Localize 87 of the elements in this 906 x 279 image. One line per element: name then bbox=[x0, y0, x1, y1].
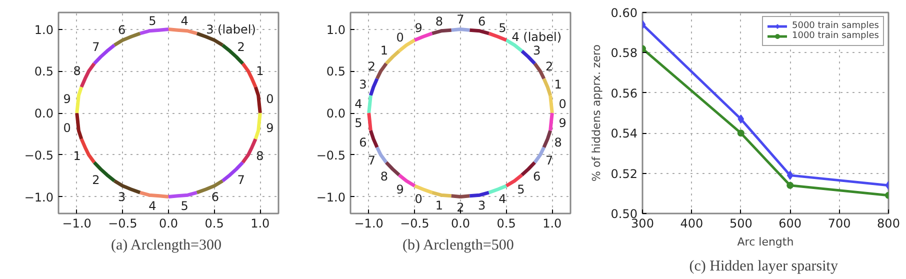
y-tick-label: 1.0 bbox=[34, 22, 54, 37]
y-tick-label: 0.54 bbox=[610, 126, 638, 141]
annotation: 3 bbox=[478, 198, 486, 212]
x-tick-label: 0.0 bbox=[158, 216, 178, 230]
y-axis-title: % of hiddens apprx. zero bbox=[590, 44, 603, 182]
annotation: 5 bbox=[354, 116, 362, 130]
annotation: 1 bbox=[380, 44, 388, 58]
annotation: 6 bbox=[478, 14, 486, 29]
annotation: 6 bbox=[118, 22, 126, 37]
y-tick-label: 1.0 bbox=[326, 22, 346, 37]
annotation: 5 bbox=[517, 182, 525, 196]
x-axis-title: Arc length bbox=[737, 236, 794, 248]
annotation: 8 bbox=[73, 64, 81, 78]
y-tick-label: 0.58 bbox=[610, 46, 638, 60]
annotation: 4 bbox=[180, 14, 188, 28]
annotation: 4 bbox=[498, 192, 506, 206]
annotation: 3 bbox=[118, 190, 126, 204]
x-tick-label: 0.5 bbox=[204, 216, 224, 230]
annotation: 0 bbox=[414, 192, 422, 206]
annotation: 8 bbox=[554, 136, 562, 150]
annotation: 7 bbox=[546, 154, 554, 168]
y-tick-label: 0.56 bbox=[610, 86, 638, 100]
annotation: 7 bbox=[368, 154, 376, 168]
annotation: 4 bbox=[148, 199, 156, 214]
y-tick-label: −0.5 bbox=[316, 148, 346, 162]
x-tick-label: 1.0 bbox=[250, 216, 270, 230]
annotation: 4 bbox=[354, 96, 362, 111]
y-tick-label: −1.0 bbox=[24, 190, 54, 204]
annotation: 0 bbox=[63, 121, 71, 136]
x-tick-label: 0.5 bbox=[496, 216, 516, 230]
annotation: 5 bbox=[498, 20, 506, 35]
legend-label: 1000 train samples bbox=[792, 31, 879, 41]
x-tick-label: 300 bbox=[631, 216, 654, 230]
y-tick-label: −0.5 bbox=[24, 148, 54, 162]
annotation: 9 bbox=[63, 92, 71, 106]
annotation: 3 bbox=[359, 77, 367, 92]
annotation: 1 bbox=[435, 198, 443, 212]
y-tick-label: 0.5 bbox=[34, 64, 54, 79]
annotation: 8 bbox=[435, 14, 443, 29]
annotation: 7 bbox=[92, 40, 100, 54]
annotation: 2 bbox=[546, 59, 554, 74]
y-tick-label: 0.60 bbox=[610, 6, 638, 20]
x-tick-label: 0.0 bbox=[450, 216, 470, 230]
annotation: 9 bbox=[558, 116, 566, 130]
annotation: 0 bbox=[266, 92, 274, 106]
annotation: 3 (label) bbox=[206, 22, 256, 36]
x-tick-label: −0.5 bbox=[400, 216, 430, 230]
annotation: 4 (label) bbox=[512, 30, 562, 44]
annotation: 5 bbox=[148, 14, 156, 28]
y-tick-label: 0.0 bbox=[326, 106, 346, 120]
y-tick-label: 0.5 bbox=[326, 64, 346, 79]
annotation: 1 bbox=[554, 77, 562, 92]
annotation: 9 bbox=[396, 182, 404, 196]
y-tick-label: −1.0 bbox=[316, 190, 346, 204]
annotation: 0 bbox=[558, 96, 566, 111]
annotation: 6 bbox=[359, 136, 367, 150]
x-tick-label: −0.5 bbox=[108, 216, 138, 230]
legend-label: 5000 train samples bbox=[792, 21, 879, 31]
x-tick-label: 700 bbox=[828, 216, 851, 230]
annotation: 2 bbox=[92, 172, 100, 187]
annotation: 5 bbox=[180, 199, 188, 214]
x-tick-label: 1.0 bbox=[542, 216, 562, 230]
annotation: 1 bbox=[256, 64, 264, 78]
annotation: 7 bbox=[456, 12, 464, 27]
y-tick-label: 0.0 bbox=[34, 106, 54, 120]
annotation: 0 bbox=[396, 30, 404, 45]
annotation: 6 bbox=[532, 169, 541, 184]
annotation: 9 bbox=[414, 20, 422, 35]
x-tick-label: −1.0 bbox=[354, 216, 384, 230]
annotation: 1 bbox=[73, 149, 81, 164]
text: (b) Arclength=500 bbox=[402, 238, 514, 254]
y-tick-label: 0.52 bbox=[610, 166, 638, 181]
annotation: 2 bbox=[237, 40, 245, 54]
x-tick-label: 400 bbox=[680, 216, 704, 230]
x-tick-label: 800 bbox=[877, 216, 900, 230]
annotation: 9 bbox=[266, 121, 274, 136]
annotation: 2 bbox=[368, 59, 376, 74]
annotation: 8 bbox=[256, 149, 264, 164]
annotation: 8 bbox=[380, 169, 388, 184]
annotation: 7 bbox=[237, 172, 245, 187]
annotation: 3 bbox=[532, 44, 541, 58]
annotation: 6 bbox=[211, 190, 220, 204]
x-tick-label: 600 bbox=[778, 216, 802, 230]
x-tick-label: 500 bbox=[729, 216, 752, 230]
x-tick-label: −1.0 bbox=[62, 216, 92, 230]
text: (a) Arclength=300 bbox=[110, 238, 222, 254]
text: (c) Hidden layer sparsity bbox=[689, 258, 838, 274]
